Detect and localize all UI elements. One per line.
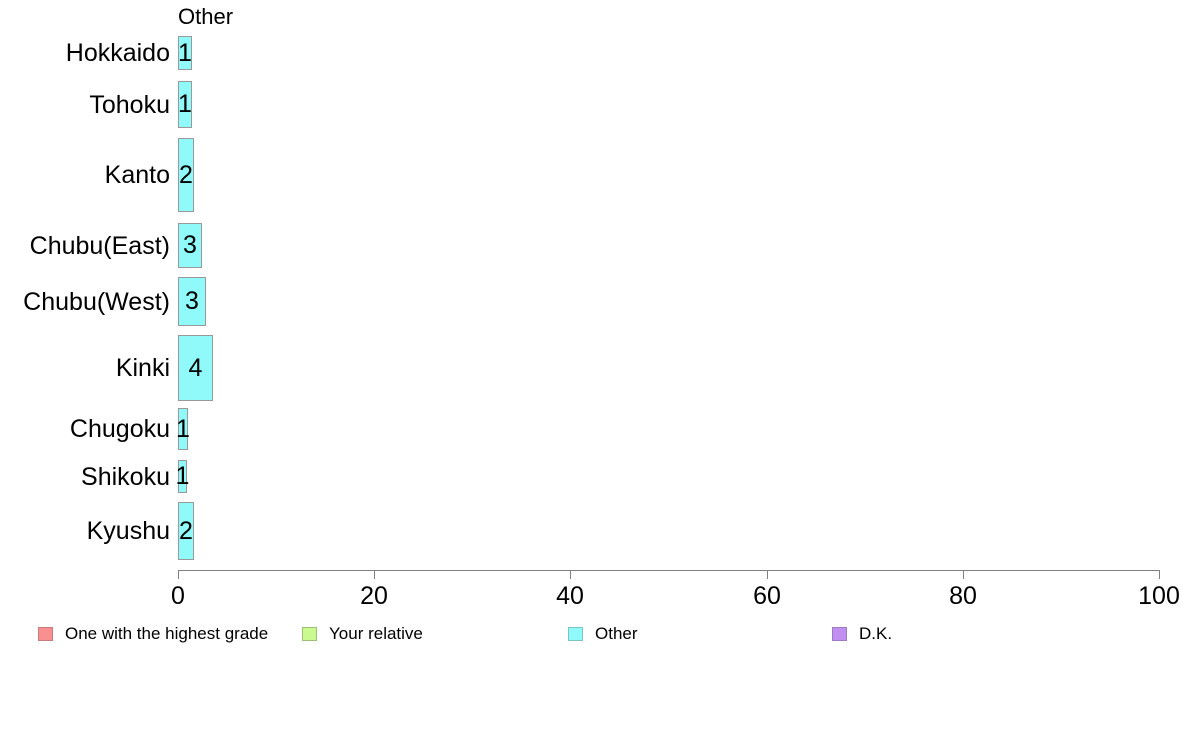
x-axis-tick-label: 20 (360, 582, 388, 610)
bar-value-label: 1 (176, 414, 190, 443)
legend-item-other: Other (568, 620, 638, 648)
other-swatch-icon (568, 627, 583, 641)
x-axis-tick (1159, 570, 1160, 579)
bar: 1 (178, 81, 192, 128)
bar-value-label: 1 (175, 462, 190, 490)
legend-label: One with the highest grade (65, 624, 269, 643)
bar-value-label: 3 (185, 287, 199, 315)
category-label: Chubu(East) (29, 231, 170, 260)
category-label: Shikoku (81, 462, 170, 491)
category-label: Chubu(West) (23, 287, 170, 316)
chart-title: Other (178, 4, 234, 29)
legend-item-dk: D.K. (832, 620, 892, 648)
legend-item-highest-grade: One with the highest grade (38, 620, 268, 648)
x-axis-tick (570, 570, 571, 579)
highest-grade-swatch-icon (38, 627, 53, 641)
legend-label: D.K. (859, 624, 893, 643)
category-label: Kinki (115, 354, 170, 382)
category-label: Tohoku (89, 90, 170, 119)
x-axis-tick (178, 570, 179, 579)
bar-value-label: 4 (188, 353, 203, 382)
legend-label: Your relative (329, 624, 423, 643)
bar: 3 (178, 277, 206, 326)
legend-label: Other (595, 624, 638, 643)
x-axis-line (178, 570, 1160, 571)
x-axis-tick-label: 80 (949, 582, 977, 610)
x-axis-tick-label: 60 (753, 582, 781, 610)
x-axis-tick (374, 570, 375, 579)
x-axis-tick-label: 0 (171, 582, 185, 610)
bar: 1 (178, 36, 192, 70)
category-label: Kyushu (86, 517, 170, 545)
bar-value-label: 1 (178, 90, 192, 118)
bar: 2 (178, 138, 194, 212)
bar-value-label: 3 (183, 231, 197, 259)
bar-value-label: 1 (178, 38, 192, 67)
x-axis-tick-label: 100 (1138, 582, 1180, 610)
legend-item-your-relative: Your relative (302, 620, 423, 648)
x-axis-tick (767, 570, 768, 579)
bar: 4 (178, 335, 213, 401)
bar: 1 (175, 460, 190, 493)
bar: 3 (178, 223, 202, 268)
bar: 2 (178, 502, 194, 560)
legend: One with the highest grade Your relative… (0, 620, 1188, 650)
bar-value-label: 2 (179, 160, 193, 189)
bar-value-label: 2 (179, 516, 193, 545)
x-axis-tick (963, 570, 964, 579)
x-axis-tick-label: 40 (556, 582, 584, 610)
category-label: Kanto (104, 161, 170, 189)
category-label: Chugoku (69, 415, 170, 443)
your-relative-swatch-icon (302, 627, 317, 641)
plot-area: Hokkaido 1 Tohoku 1 Kanto 2 Chubu(East) 3 Chubu(… (23, 36, 213, 560)
dk-swatch-icon (832, 627, 847, 641)
category-label: Hokkaido (65, 39, 170, 67)
bar: 1 (176, 408, 190, 450)
